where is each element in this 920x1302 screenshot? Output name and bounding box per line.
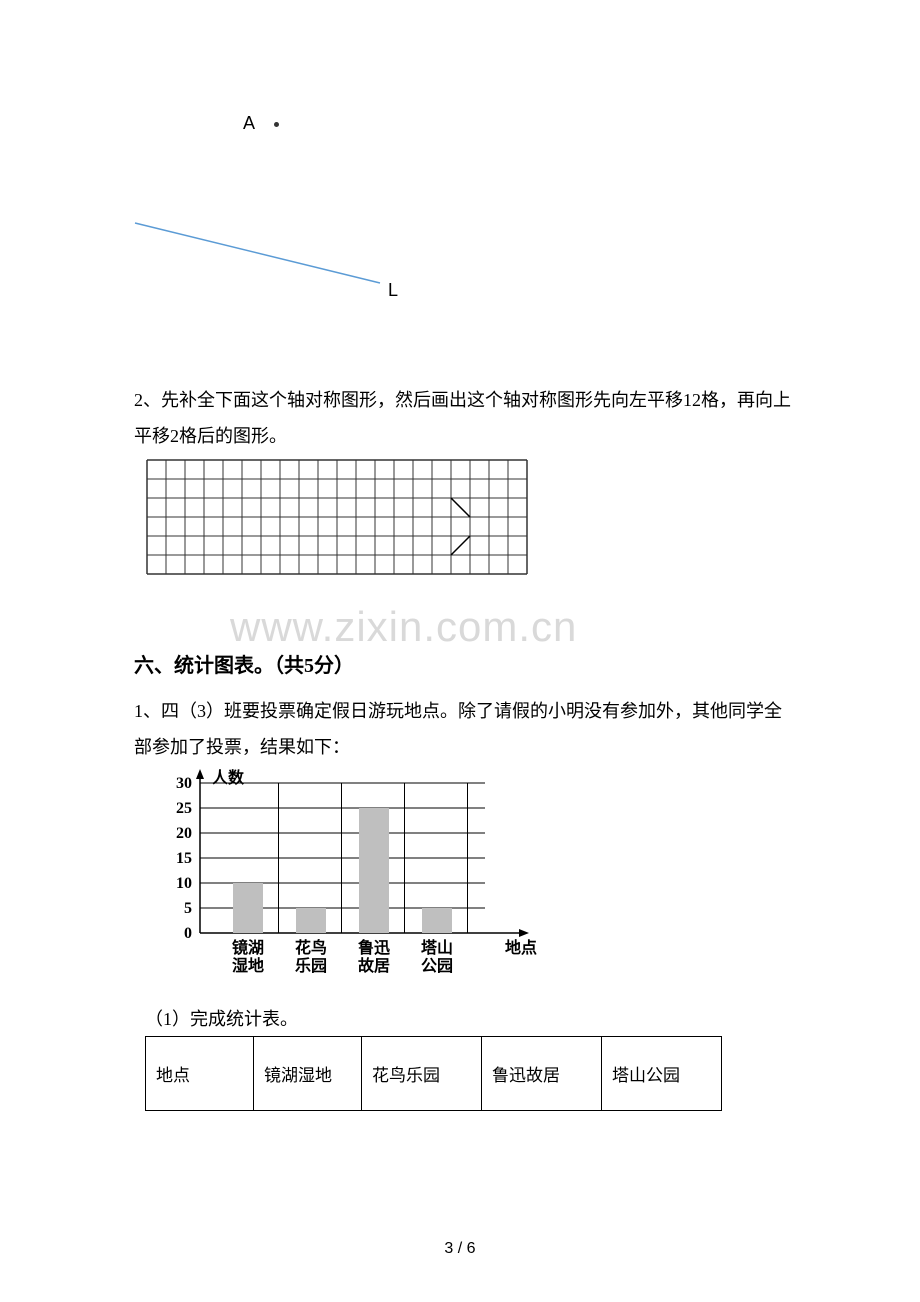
bar-chart: 0 5 10 15 20 25 30 镜湖湿地 花鸟乐园 鲁迅故居 塔山公园 人数地点 — [145, 768, 565, 998]
svg-text:乐园: 乐园 — [295, 957, 327, 975]
table-cell: 镜湖湿地 — [254, 1037, 362, 1111]
svg-text:地点: 地点 — [505, 938, 537, 957]
page-number: 3 / 6 — [0, 1240, 920, 1258]
table-row: 地点镜湖湿地花鸟乐园鲁迅故居塔山公园 — [146, 1037, 722, 1111]
svg-text:人数: 人数 — [212, 768, 245, 787]
svg-text:30: 30 — [176, 775, 192, 792]
grid-svg — [145, 458, 529, 576]
section-6-q1: 1、四（3）班要投票确定假日游玩地点。除了请假的小明没有参加外，其他同学全部参加… — [134, 693, 794, 765]
svg-text:0: 0 — [184, 925, 192, 942]
svg-text:25: 25 — [176, 800, 192, 817]
watermark: www.zixin.com.cn — [230, 603, 577, 651]
svg-text:花鸟: 花鸟 — [295, 938, 327, 957]
symmetry-grid — [145, 458, 529, 581]
svg-text:塔山: 塔山 — [421, 938, 453, 957]
section-6-title: 六、统计图表。（共5分） — [134, 649, 354, 678]
svg-text:故居: 故居 — [358, 956, 390, 975]
point-a-dot — [274, 122, 279, 127]
svg-text:湿地: 湿地 — [231, 956, 264, 975]
svg-text:5: 5 — [184, 900, 192, 917]
point-a-label: A — [243, 113, 279, 134]
question-2-text: 2、先补全下面这个轴对称图形，然后画出这个轴对称图形先向左平移12格，再向上平移… — [134, 382, 794, 454]
svg-text:鲁迅: 鲁迅 — [357, 938, 390, 957]
chart-svg: 0 5 10 15 20 25 30 镜湖湿地 花鸟乐园 鲁迅故居 塔山公园 人数地点 — [145, 768, 565, 993]
svg-text:公园: 公园 — [421, 957, 453, 975]
svg-text:20: 20 — [176, 825, 192, 842]
table-cell: 地点 — [146, 1037, 254, 1111]
table-cell: 花鸟乐园 — [362, 1037, 482, 1111]
svg-text:15: 15 — [176, 850, 192, 867]
table-cell: 塔山公园 — [602, 1037, 722, 1111]
statistics-table: 地点镜湖湿地花鸟乐园鲁迅故居塔山公园 — [145, 1036, 722, 1111]
point-l-label: L — [388, 280, 398, 301]
line-l — [135, 223, 380, 283]
table-cell: 鲁迅故居 — [482, 1037, 602, 1111]
point-a-text: A — [243, 113, 254, 133]
sub-question-1: （1）完成统计表。 — [145, 1005, 298, 1031]
svg-text:10: 10 — [176, 875, 192, 892]
line-l-svg — [130, 215, 390, 295]
svg-text:镜湖: 镜湖 — [232, 938, 264, 957]
